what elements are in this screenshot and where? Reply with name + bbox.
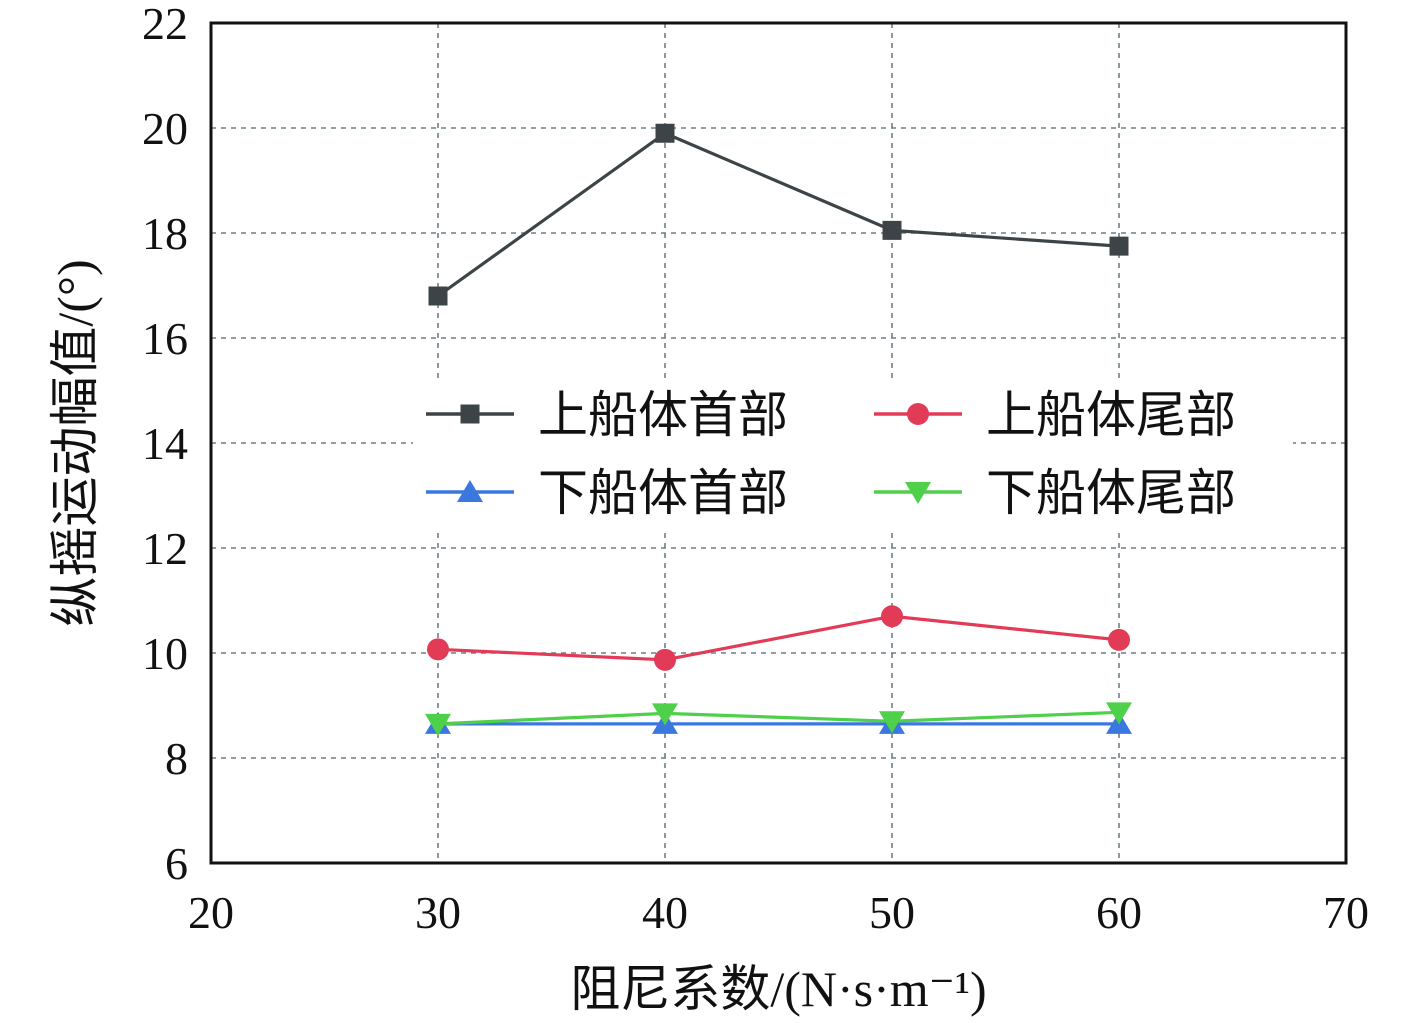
legend-background (413, 378, 1293, 528)
marker-point (1106, 702, 1132, 725)
y-tick-label: 6 (165, 838, 188, 889)
marker-point (425, 713, 451, 736)
y-tick-label: 12 (142, 523, 188, 574)
y-tick-label: 16 (142, 313, 188, 364)
series-1 (428, 123, 1129, 306)
y-tick-label: 14 (142, 418, 188, 469)
series-line (437, 710, 1120, 726)
x-tick-label: 30 (415, 887, 461, 938)
x-tick-label: 70 (1323, 887, 1369, 938)
x-tick-label: 50 (869, 887, 915, 938)
y-tick-label: 18 (142, 208, 188, 259)
marker-point (881, 605, 903, 628)
marker-point (882, 220, 902, 240)
tick-labels: 20 30 40 50 60 70 6 8 10 12 14 16 18 20 22 (142, 0, 1369, 938)
series-line (437, 614, 1120, 662)
legend-label: 下船体首部 (538, 465, 788, 521)
marker-point (655, 123, 675, 143)
marker-point (654, 648, 676, 671)
legend-item: 上船体尾部 (874, 387, 1236, 443)
y-axis-title: 纵摇运动幅值/(°) (47, 259, 103, 626)
marker-point (428, 286, 448, 306)
marker-point (427, 638, 449, 661)
marker-point (879, 711, 905, 734)
x-tick-label: 20 (188, 887, 234, 938)
legend-item: 下船体首部 (426, 465, 788, 521)
plot-frame (209, 21, 1348, 865)
y-tick-label: 20 (142, 103, 188, 154)
y-tick-label: 10 (142, 628, 188, 679)
x-tick-label: 60 (1096, 887, 1142, 938)
legend-item: 下船体尾部 (874, 465, 1236, 521)
x-axis-title: 阻尼系数/(N·s·m⁻¹) (570, 961, 986, 1017)
marker-legend (907, 403, 929, 425)
y-tick-label: 8 (165, 733, 188, 784)
marker-point (1108, 628, 1130, 651)
legend-label: 上船体尾部 (986, 387, 1236, 443)
series-4 (425, 702, 1132, 736)
legend-label: 上船体首部 (538, 387, 788, 443)
marker-legend (457, 480, 483, 502)
marker-legend (460, 404, 480, 424)
y-tick-label: 22 (142, 0, 188, 49)
x-tick-label: 40 (642, 887, 688, 938)
marker-legend (905, 482, 931, 504)
series-line (437, 131, 1120, 298)
legend-item: 上船体首部 (426, 387, 788, 443)
marker-point (1109, 236, 1129, 256)
series-layer (425, 123, 1132, 736)
series-2 (427, 605, 1130, 671)
legend-label: 下船体尾部 (986, 465, 1236, 521)
marker-point (652, 703, 678, 726)
